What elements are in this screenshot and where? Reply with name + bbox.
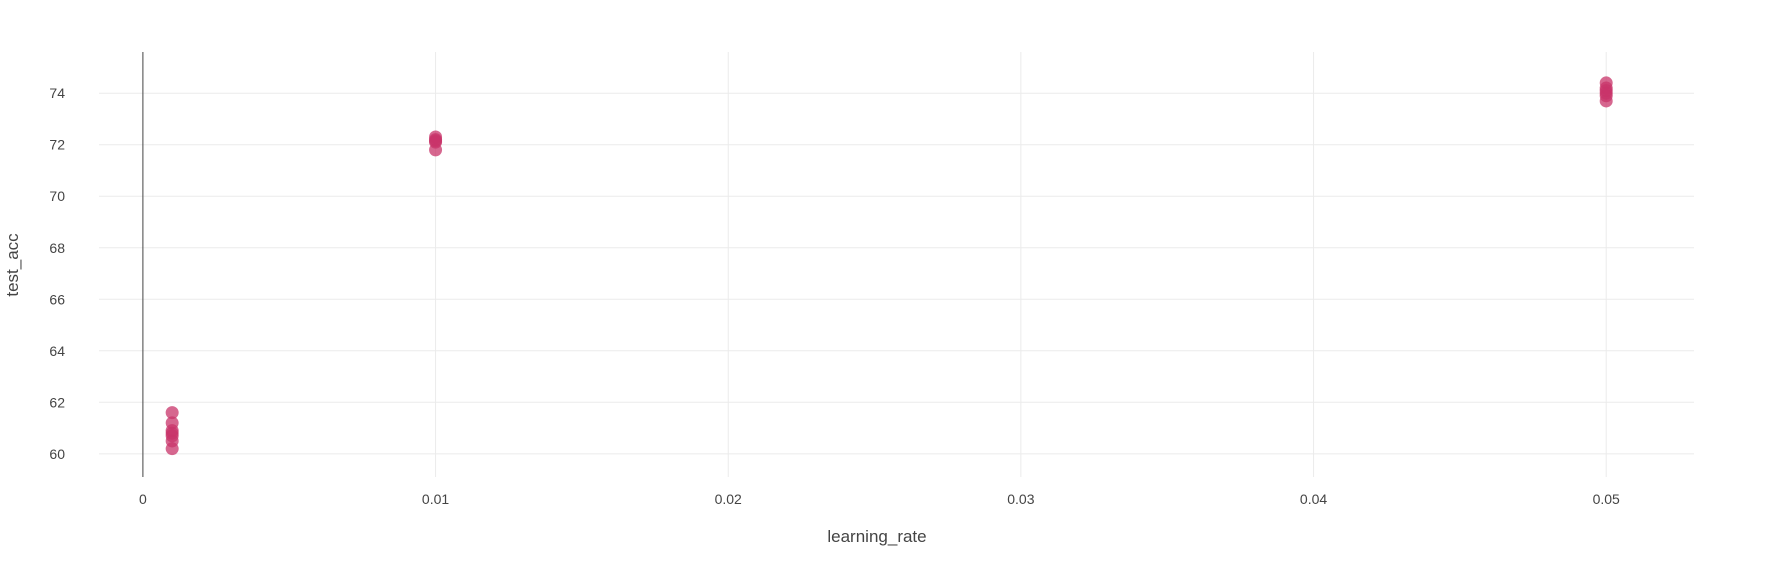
y-tick-label: 68 (49, 240, 65, 256)
data-point (165, 442, 179, 456)
x-tick-label: 0 (139, 491, 147, 507)
x-tick-label: 0.01 (422, 491, 449, 507)
y-tick-label: 60 (49, 446, 65, 462)
x-tick-labels: 0 0.01 0.02 0.03 0.04 0.05 (139, 491, 1620, 507)
y-axis-title: test_acc (3, 233, 22, 297)
x-tick-label: 0.02 (715, 491, 742, 507)
grid-lines (99, 52, 1694, 477)
y-tick-label: 74 (49, 85, 65, 101)
data-point (429, 143, 443, 157)
data-point (1599, 94, 1613, 108)
x-tick-label: 0.04 (1300, 491, 1327, 507)
data-points (165, 76, 1613, 456)
y-tick-label: 66 (49, 291, 65, 307)
data-point (165, 406, 179, 420)
x-axis-title: learning_rate (827, 527, 926, 546)
y-tick-label: 70 (49, 188, 65, 204)
x-tick-label: 0.05 (1593, 491, 1620, 507)
y-tick-label: 64 (49, 343, 65, 359)
x-tick-label: 0.03 (1007, 491, 1034, 507)
y-tick-labels: 60 62 64 66 68 70 72 74 (49, 85, 65, 462)
y-tick-label: 62 (49, 394, 65, 410)
y-tick-label: 72 (49, 137, 65, 153)
